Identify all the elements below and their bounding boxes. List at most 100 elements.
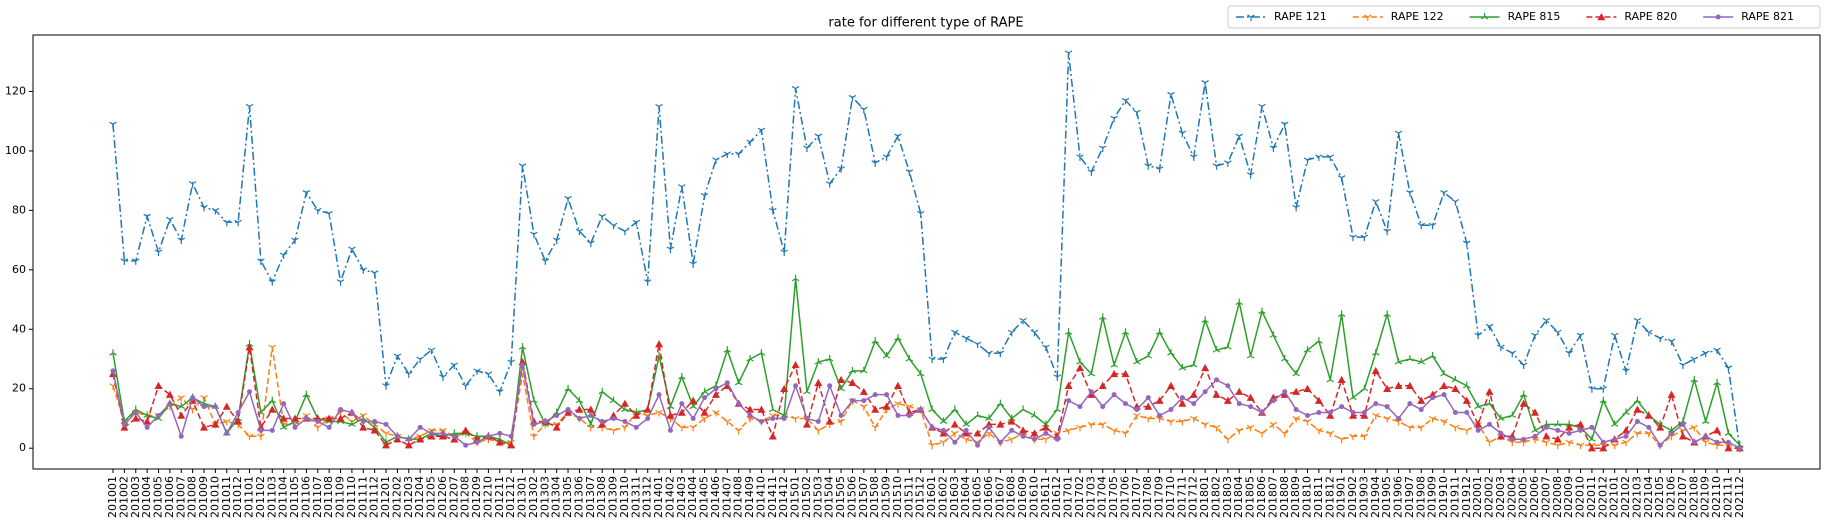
x-tick-label: 201010 <box>208 476 221 518</box>
marker <box>1019 426 1028 434</box>
x-tick-label: 202003 <box>1494 476 1507 518</box>
marker <box>1179 395 1185 401</box>
marker <box>632 219 641 227</box>
marker <box>1144 402 1153 410</box>
marker <box>1394 130 1403 138</box>
marker <box>1054 436 1060 442</box>
marker <box>1337 310 1346 317</box>
marker <box>1144 163 1153 170</box>
marker <box>1679 362 1687 369</box>
x-tick-label: 201911 <box>1448 476 1461 518</box>
marker <box>1098 145 1107 152</box>
marker <box>1030 329 1039 337</box>
marker <box>1043 430 1049 436</box>
marker <box>1428 390 1437 398</box>
marker <box>1303 157 1312 164</box>
marker <box>1077 404 1083 410</box>
marker <box>326 424 332 430</box>
marker <box>1703 433 1709 439</box>
marker <box>712 410 720 417</box>
x-tick-label: 201002 <box>117 476 130 518</box>
x-tick-label: 201408 <box>732 476 745 518</box>
marker <box>1064 427 1073 435</box>
x-tick-label: 202102 <box>1619 476 1632 518</box>
marker <box>1656 335 1664 343</box>
marker <box>871 160 879 167</box>
marker <box>588 412 594 418</box>
marker <box>1223 396 1232 404</box>
marker <box>882 154 891 161</box>
marker <box>1531 332 1539 340</box>
marker <box>1440 418 1448 426</box>
x-tick-label: 201109 <box>334 476 347 518</box>
marker <box>1007 436 1016 444</box>
marker <box>360 418 366 424</box>
x-tick-label: 201105 <box>288 476 301 518</box>
marker <box>1678 432 1687 440</box>
marker <box>1042 344 1050 352</box>
marker <box>1292 369 1300 377</box>
marker <box>1087 390 1096 398</box>
marker <box>928 442 936 450</box>
marker <box>1690 424 1699 432</box>
marker <box>1303 384 1312 392</box>
marker <box>996 399 1005 407</box>
marker <box>916 210 925 218</box>
marker <box>757 127 766 135</box>
marker <box>1111 392 1117 398</box>
marker <box>1007 417 1016 425</box>
marker <box>338 407 344 413</box>
marker <box>1316 410 1322 416</box>
marker <box>451 433 457 439</box>
marker <box>1236 401 1242 407</box>
marker <box>1406 355 1414 362</box>
x-tick-label: 201602 <box>936 476 949 518</box>
x-tick-label: 201307 <box>584 476 597 518</box>
marker <box>1167 91 1175 99</box>
x-tick-label: 202007 <box>1539 476 1552 518</box>
marker <box>939 417 948 424</box>
x-tick-label: 202006 <box>1528 476 1541 518</box>
x-tick-label: 201012 <box>231 476 244 518</box>
marker <box>461 426 470 434</box>
marker <box>1134 407 1140 413</box>
marker <box>1144 415 1153 423</box>
marker <box>758 418 764 424</box>
marker <box>1053 374 1062 381</box>
x-tick-label: 201812 <box>1323 476 1336 518</box>
marker <box>1202 389 1208 395</box>
x-tick-label: 201204 <box>413 476 426 518</box>
marker <box>1566 430 1572 436</box>
marker <box>110 368 116 374</box>
marker <box>803 387 811 395</box>
marker <box>1475 427 1481 433</box>
marker <box>417 424 423 430</box>
x-tick-label: 202104 <box>1642 476 1655 518</box>
marker <box>1713 347 1721 355</box>
x-tick-label: 201206 <box>436 476 449 518</box>
marker <box>598 213 606 221</box>
marker <box>474 439 480 445</box>
marker <box>1270 398 1276 404</box>
marker <box>871 424 879 432</box>
marker <box>906 412 912 418</box>
marker <box>711 390 720 398</box>
marker <box>1645 329 1653 337</box>
marker <box>1417 222 1426 230</box>
x-tick-label: 201107 <box>311 476 324 518</box>
marker <box>303 415 309 421</box>
marker <box>621 424 629 432</box>
x-tick-label: 202109 <box>1699 476 1712 518</box>
marker <box>1258 430 1266 438</box>
marker <box>884 392 890 398</box>
marker <box>1339 404 1345 410</box>
marker <box>143 213 151 221</box>
marker <box>1554 442 1562 450</box>
marker <box>200 204 208 212</box>
marker <box>894 133 902 141</box>
marker <box>212 404 218 410</box>
x-tick-label: 201606 <box>982 476 995 518</box>
marker <box>609 427 618 435</box>
marker <box>747 412 753 418</box>
marker <box>1349 433 1357 441</box>
